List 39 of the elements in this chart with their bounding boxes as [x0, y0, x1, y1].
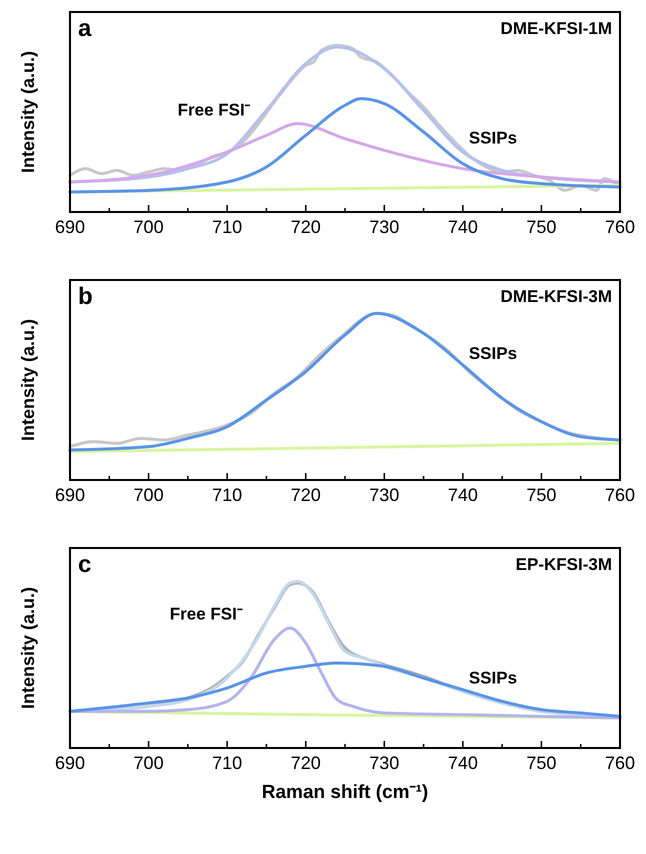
x-tick-label: 730	[369, 485, 400, 505]
y-axis-title: Intensity (a.u.)	[18, 586, 38, 710]
text: a	[78, 15, 92, 42]
chart-title: DME-KFSI-3M	[500, 287, 612, 306]
text: c	[78, 551, 92, 578]
x-tick-label: 750	[526, 217, 556, 237]
x-tick-label: 740	[448, 217, 478, 237]
x-tick-label: 760	[604, 217, 636, 237]
x-tick-label: 750	[526, 753, 556, 773]
x-tick-label: 720	[290, 753, 321, 773]
x-tick-label: 730	[369, 217, 400, 237]
x-tick-label: 760	[604, 753, 636, 773]
text: b	[78, 283, 93, 310]
x-tick-label: 700	[134, 217, 164, 237]
x-tick-label: 700	[134, 485, 164, 505]
chart-title: DME-KFSI-1M	[500, 19, 612, 38]
series-label: SSIPs	[468, 668, 518, 688]
x-tick-label: 690	[54, 753, 86, 773]
x-axis-title: Raman shift (cm⁻¹)	[262, 782, 428, 803]
x-tick-label: 690	[54, 485, 86, 505]
text: Free FSI⁻	[170, 604, 243, 624]
y-axis-title: Intensity (a.u.)	[18, 50, 38, 174]
x-tick-label: 750	[526, 485, 556, 505]
x-tick-label: 720	[290, 485, 321, 505]
x-tick-label: 710	[212, 753, 242, 773]
x-tick-label: 730	[369, 753, 400, 773]
x-tick-label: 740	[448, 753, 478, 773]
x-tick-label: 710	[212, 217, 242, 237]
x-tick-label: 690	[54, 217, 86, 237]
y-axis-title: Intensity (a.u.)	[18, 318, 38, 442]
chart-title: EP-KFSI-3M	[516, 555, 612, 574]
x-tick-label: 760	[604, 485, 636, 505]
series-label: Free FSI⁻	[178, 100, 251, 120]
x-tick-label: 720	[290, 217, 321, 237]
x-tick-label: 740	[448, 485, 478, 505]
x-tick-label: 710	[212, 485, 242, 505]
x-tick-label: 700	[134, 753, 164, 773]
series-label: SSIPs	[468, 128, 518, 148]
series-label: SSIPs	[468, 344, 518, 363]
